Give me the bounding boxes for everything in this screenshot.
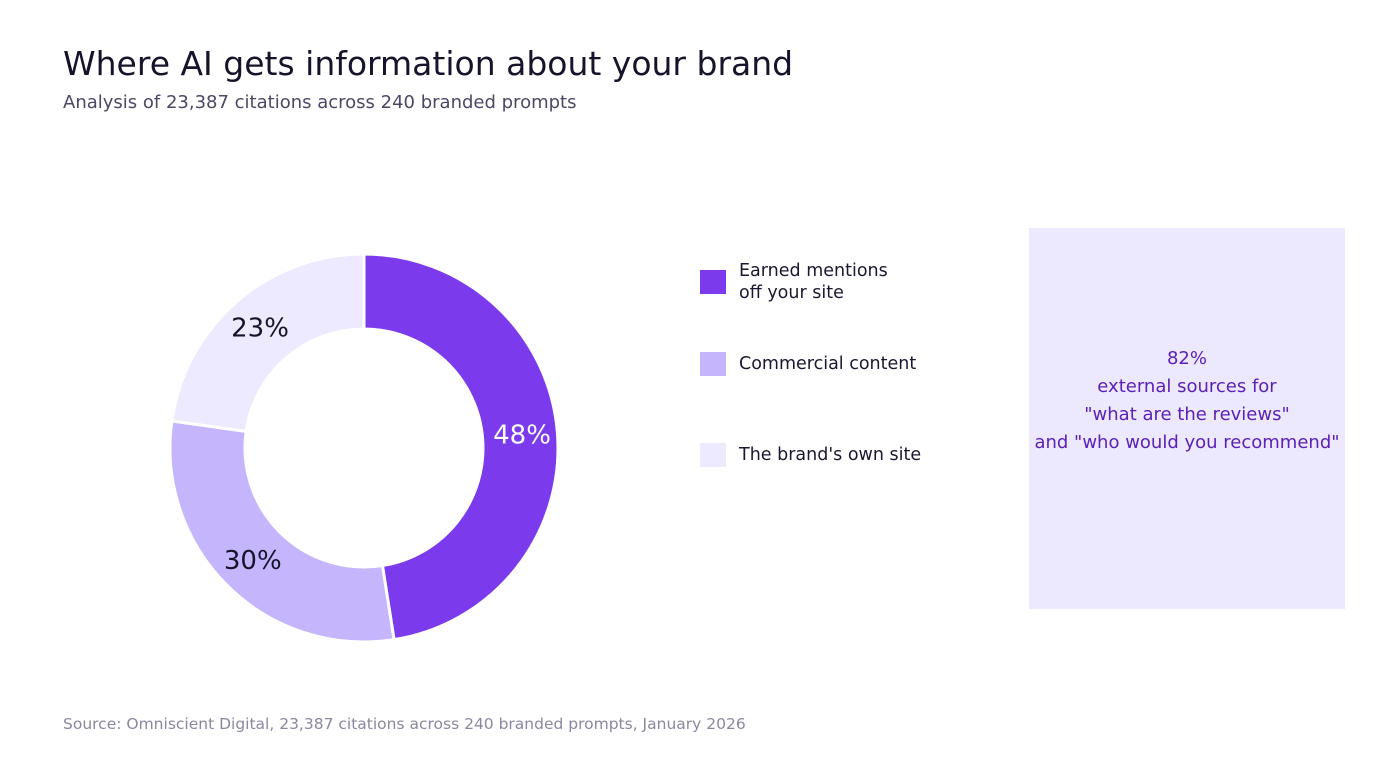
data-label-earned-mentions: 48% xyxy=(493,421,551,451)
source-note: Source: Omniscient Digital, 23,387 citat… xyxy=(63,715,746,733)
legend-swatch xyxy=(700,352,726,376)
donut-slice-commercial-content xyxy=(168,419,396,644)
legend-swatch xyxy=(700,270,726,294)
data-label-brand-own-site: 23% xyxy=(231,313,289,343)
legend-swatch xyxy=(700,443,726,467)
data-label-commercial-content: 30% xyxy=(224,546,282,576)
legend-label: Commercial content xyxy=(739,354,917,374)
donut-chart: 48% 30% 23% xyxy=(168,252,560,644)
chart-subtitle: Analysis of 23,387 citations across 240 … xyxy=(63,92,577,113)
legend-item-earned-mentions: Earned mentions off your site xyxy=(700,260,888,304)
legend-item-commercial-content: Commercial content xyxy=(700,352,916,376)
legend-label: Earned mentions off your site xyxy=(739,261,888,303)
donut-slice-earned-mentions xyxy=(362,252,560,642)
legend-item-brand-own-site: The brand's own site xyxy=(700,443,921,467)
legend-label: The brand's own site xyxy=(739,445,922,465)
callout-text: 82% external sources for "what are the r… xyxy=(1034,347,1340,453)
callout-box: 82% external sources for "what are the r… xyxy=(1029,228,1345,609)
chart-title: Where AI gets information about your bra… xyxy=(63,44,794,83)
donut-slice-brand-own-site xyxy=(170,252,366,434)
